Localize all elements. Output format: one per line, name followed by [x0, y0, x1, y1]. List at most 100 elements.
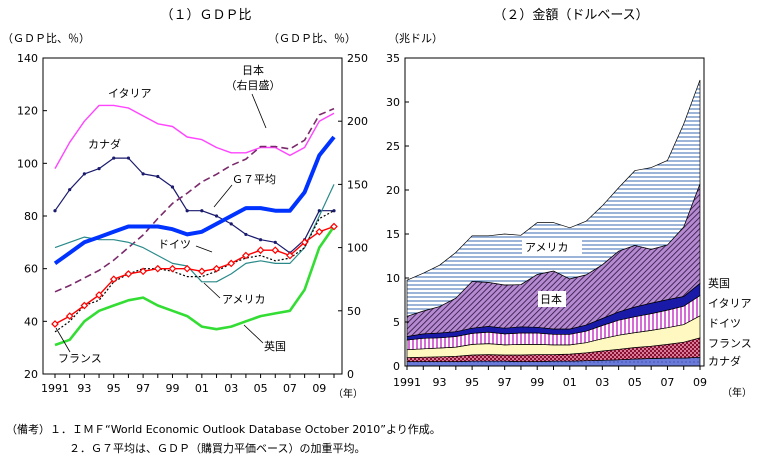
left-ytick-label: 20	[24, 368, 38, 381]
right-chart-ytick-label: 5	[393, 316, 400, 329]
right-chart-xtick-label: 93	[433, 376, 447, 389]
left-plot-frame	[42, 57, 343, 375]
point-アメリカ	[65, 312, 74, 320]
left-ytick-label: 60	[24, 263, 38, 276]
series-label-germany: ドイツ	[158, 238, 191, 251]
left-ytick-label: 140	[17, 52, 38, 65]
right-chart-ytick-label: 15	[386, 228, 400, 241]
right-chart-xtick-label: 97	[498, 376, 512, 389]
point-カナダ	[229, 222, 233, 226]
point-カナダ	[185, 209, 189, 213]
right-chart-ytick-label: 20	[386, 184, 400, 197]
line-フランス	[54, 210, 335, 333]
point-アメリカ	[124, 270, 133, 278]
line-英国	[54, 225, 336, 347]
leader-japan	[251, 93, 267, 129]
right-chart-xtick-label: 99	[530, 376, 544, 389]
line-ドイツ	[54, 184, 335, 283]
right-plot-frame	[404, 57, 705, 367]
left-ytick-label: 40	[24, 315, 38, 328]
point-カナダ	[141, 172, 145, 176]
point-アメリカ	[51, 320, 59, 328]
left-ytick-label: 120	[17, 105, 38, 118]
point-アメリカ	[271, 246, 280, 255]
point-カナダ	[170, 185, 175, 189]
point-アメリカ	[80, 301, 89, 310]
right-chart-ytick-label: 25	[386, 140, 400, 153]
left-xtick-label: 1991	[41, 382, 69, 395]
right-ytick-label: 200	[347, 115, 368, 128]
right-chart-xtick-label: 09	[693, 376, 707, 389]
point-カナダ	[53, 209, 57, 213]
left-x-unit: （年）	[333, 387, 363, 400]
leader-g7	[213, 184, 233, 208]
left-ytick-label: 100	[17, 157, 38, 170]
point-アメリカ	[153, 264, 162, 273]
point-アメリカ	[212, 264, 221, 273]
left-xtick-label: 01	[195, 382, 209, 395]
point-アメリカ	[197, 267, 206, 276]
right-chart-ytick-label: 0	[393, 360, 400, 373]
leader-usa	[203, 282, 221, 299]
series-label-japan-1: 日本	[242, 63, 264, 77]
series-label-uk: 英国	[264, 339, 286, 353]
right-chart-xtick-label: 05	[628, 376, 642, 389]
point-カナダ	[332, 209, 336, 213]
left-chart-title: （１）ＧＤＰ比	[160, 8, 251, 23]
right-x-unit: （年）	[722, 386, 752, 399]
point-カナダ	[317, 209, 321, 213]
left-xtick-label: 95	[107, 382, 121, 395]
area-label-usa: アメリカ	[525, 241, 568, 254]
line-カナダ	[54, 157, 334, 254]
point-カナダ	[97, 167, 101, 171]
point-アメリカ	[168, 264, 177, 273]
area-label-japan: 日本	[540, 292, 562, 306]
line-日本	[54, 107, 335, 293]
area-label-italy: イタリア	[708, 297, 752, 310]
area-label-canada: カナダ	[708, 354, 741, 368]
point-カナダ	[112, 156, 116, 160]
left-xtick-label: 93	[77, 382, 91, 395]
area-アメリカ	[406, 79, 701, 317]
right-chart-xtick-label: 03	[595, 376, 609, 389]
point-アメリカ	[286, 251, 294, 260]
right-chart-xtick-label: 07	[660, 376, 674, 389]
note-line-1: （備考）１．ＩＭＦ“World Economic Outlook Databas…	[6, 423, 441, 436]
series-label-g7: Ｇ７平均	[232, 173, 276, 186]
point-カナダ	[156, 174, 160, 179]
point-カナダ	[273, 240, 277, 244]
point-アメリカ	[139, 267, 147, 276]
right-ytick-label: 0	[347, 368, 354, 381]
point-カナダ	[244, 232, 248, 237]
right-axis-unit: （ＧＤＰ比、％）	[268, 32, 356, 45]
japan-label-bg	[538, 291, 566, 307]
left-xtick-label: 03	[224, 382, 238, 395]
left-xtick-label: 09	[312, 382, 326, 395]
point-アメリカ	[315, 227, 324, 236]
area-label-germany: ドイツ	[708, 317, 741, 330]
leader-uk	[243, 324, 264, 344]
series-label-canada: カナダ	[88, 137, 121, 151]
right-chart-xtick-label: 01	[563, 376, 577, 389]
right-chart-ytick-label: 35	[386, 52, 400, 65]
point-アメリカ	[227, 259, 236, 268]
series-label-italy: イタリア	[108, 87, 152, 100]
point-アメリカ	[300, 238, 309, 247]
right-ytick-label: 50	[347, 305, 361, 318]
left-xtick-label: 97	[136, 382, 150, 395]
leader-france	[55, 327, 71, 353]
right-ytick-label: 150	[347, 178, 368, 191]
point-アメリカ	[109, 275, 118, 284]
right-chart-title: （２）金額（ドルベース）	[493, 7, 648, 23]
point-アメリカ	[95, 291, 103, 299]
right-y-unit: （兆ドル）	[388, 32, 443, 45]
point-カナダ	[200, 209, 204, 213]
left-xtick-label: 07	[283, 382, 297, 395]
point-アメリカ	[242, 251, 250, 260]
series-label-japan-2: （右目盛）	[226, 78, 281, 92]
area-label-uk: 英国	[708, 276, 730, 290]
note-line-2: ２．Ｇ７平均は、ＧＤＰ（購買力平価ベース）の加重平均。	[69, 441, 365, 455]
point-アメリカ	[256, 246, 265, 255]
left-ytick-label: 80	[24, 210, 38, 223]
